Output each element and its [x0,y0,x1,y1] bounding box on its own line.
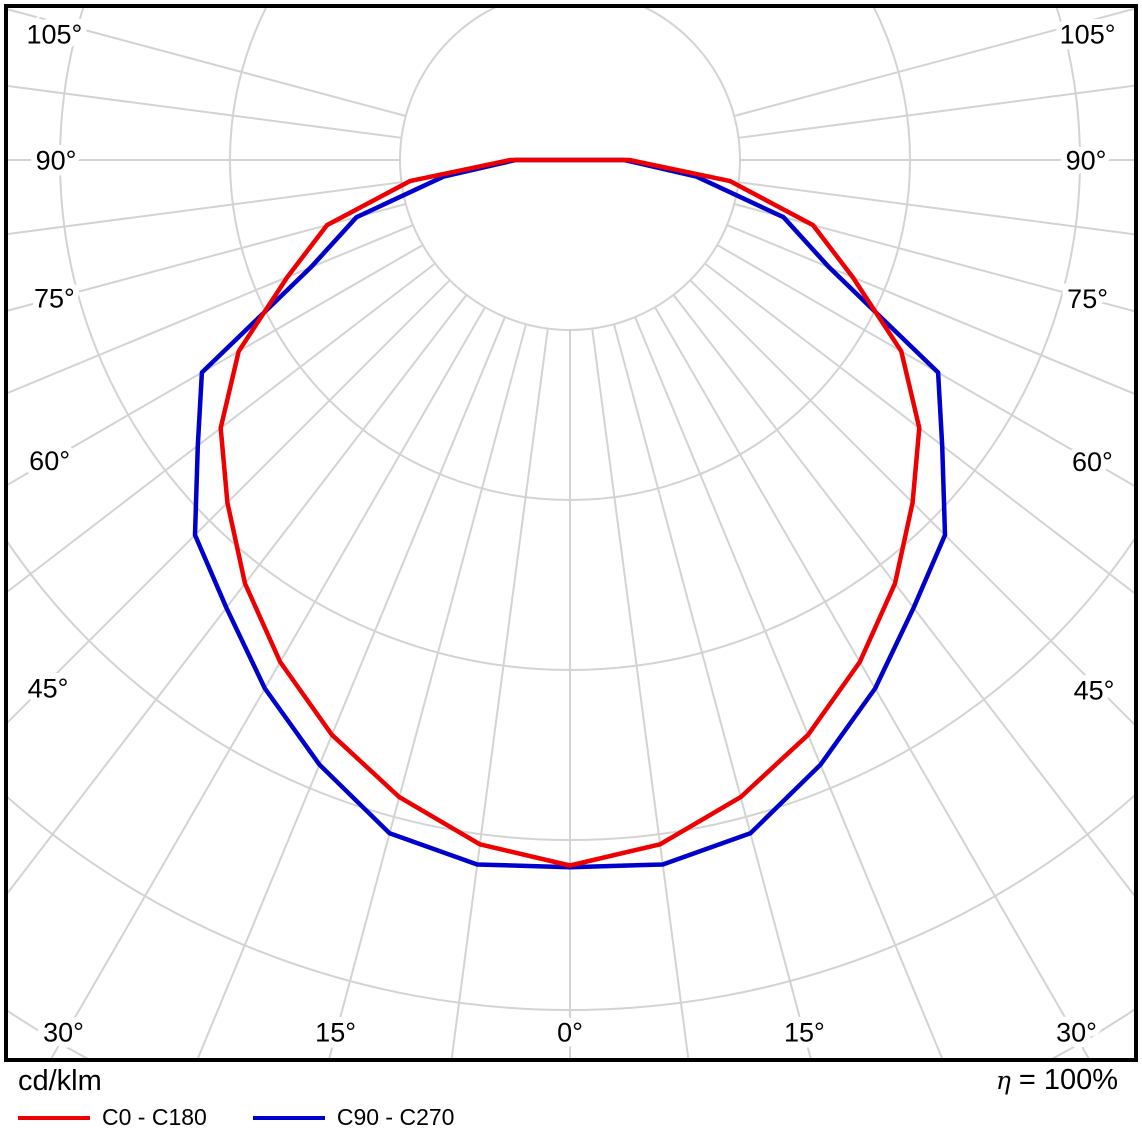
grid-spoke [8,244,424,486]
gamma-angle-label: 60° [29,446,70,476]
efficiency-label: η = 100% [996,1064,1118,1097]
eta-symbol: η [995,1066,1011,1095]
grid-spoke [8,262,436,593]
grid-spoke [704,262,1134,595]
grid-spoke [328,323,527,1058]
polar-plot-frame: 0° 15° 15° 30° 30° 45° 45° 60° 60° 75° 75° 90° 90° 10… [4,4,1138,1062]
grid-spoke [8,279,451,724]
footer: cd/klm η = 100% C0 - C180 C90 - C270 [0,1062,1142,1132]
grid-spoke [654,306,1090,1058]
grid-spoke [672,294,1134,897]
grid-spoke [738,84,1134,139]
grid-spoke [8,294,468,895]
legend-item-c0-c180: C0 - C180 [18,1104,207,1131]
legend: C0 - C180 C90 - C270 [0,1097,1142,1131]
legend-label-c90-c270: C90 - C270 [336,1104,455,1130]
gamma-angle-label: 15° [784,1017,825,1047]
grid-spoke [8,181,402,235]
grid-spoke [689,279,1134,726]
gamma-angle-label: 30° [43,1017,84,1047]
gamma-angle-label: 45° [28,674,69,704]
polar-diagram: 0° 15° 15° 30° 30° 45° 45° 60° 60° 75° 75° 90° 90° 10… [8,8,1134,1058]
gamma-angle-label: 60° [1072,447,1113,477]
eta-value: = 100% [1018,1064,1118,1096]
gamma-angle-label: 0° [557,1017,583,1047]
gamma-angle-label: 75° [1067,284,1108,314]
grid-spoke [613,323,812,1058]
legend-swatch-c90-c270 [252,1115,325,1120]
grid-ring [399,8,741,331]
unit-label: cd/klm [18,1065,102,1097]
gamma-angle-label: 90° [36,145,77,175]
curve-c0-c180 [218,157,922,868]
grid-spoke [196,316,506,1058]
legend-label-c0-c180: C0 - C180 [102,1104,207,1130]
legend-item-c90-c270: C90 - C270 [252,1104,455,1131]
grid-spoke [450,328,549,1058]
gamma-angle-label: 15° [315,1017,356,1047]
grid-spoke [738,181,1134,236]
grid-spoke [8,85,402,139]
gamma-angle-label: 105° [26,19,82,49]
grid-spoke [8,203,407,312]
gamma-angle-label: 75° [34,284,75,314]
footer-top-row: cd/klm η = 100% [0,1062,1142,1097]
gamma-angle-label: 90° [1066,145,1107,175]
gamma-angle-label: 45° [1074,676,1115,706]
grid-spoke [733,8,1134,117]
gamma-angle-label: 30° [1056,1017,1097,1047]
grid-spoke [733,203,1134,313]
grid-spoke [591,328,690,1058]
grid-spoke [8,8,407,117]
grid-spoke [634,316,944,1058]
legend-swatch-c0-c180 [18,1115,90,1120]
grid-spoke [716,244,1134,487]
grid-spoke [50,306,486,1058]
curve-c90-c270 [192,157,948,870]
gamma-angle-label: 105° [1060,19,1116,49]
grid-spoke [8,224,414,394]
grid-spoke [726,224,1134,395]
